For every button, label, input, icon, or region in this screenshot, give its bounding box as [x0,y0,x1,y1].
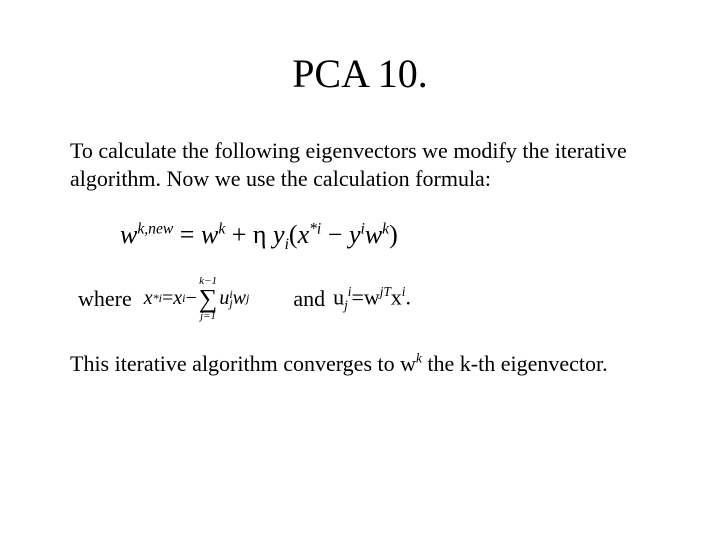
slide-title: PCA 10. [70,50,650,97]
slide-container: PCA 10. To calculate the following eigen… [0,0,720,540]
where-label: where [78,286,132,312]
xstar-formula: x*i = xi − k−1∑j=1uijwj [144,276,250,321]
main-formula: wk,new = wk + η yi(x*i − yiwk) [120,220,650,254]
where-row: where x*i = xi − k−1∑j=1uijwj and uji=wj… [78,276,650,321]
conclusion-paragraph: This iterative algorithm converges to wk… [70,350,650,378]
and-label: and [293,286,325,312]
u-equation: uji=wjTxi. [333,284,411,314]
intro-paragraph: To calculate the following eigenvectors … [70,137,650,192]
